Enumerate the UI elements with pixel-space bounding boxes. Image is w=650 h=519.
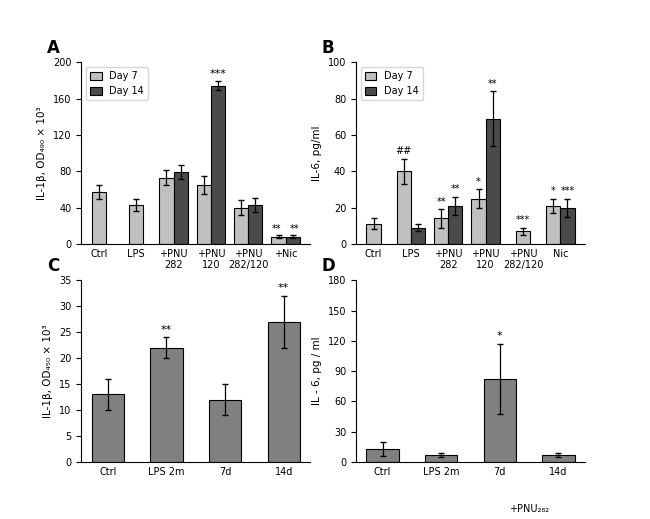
- Bar: [248, 205, 263, 244]
- Text: *: *: [497, 331, 502, 341]
- Bar: [197, 185, 211, 244]
- Y-axis label: IL-6, pg/ml: IL-6, pg/ml: [313, 126, 322, 181]
- Text: **: **: [278, 283, 289, 293]
- Text: B: B: [322, 39, 334, 57]
- Bar: [211, 86, 225, 244]
- Bar: [159, 177, 174, 244]
- Bar: [272, 237, 285, 244]
- Text: ***: ***: [516, 215, 530, 225]
- Bar: [546, 206, 560, 244]
- Bar: [471, 198, 486, 244]
- Bar: [425, 455, 458, 462]
- Bar: [542, 455, 575, 462]
- Bar: [484, 379, 516, 462]
- Bar: [234, 208, 248, 244]
- Bar: [174, 172, 188, 244]
- Bar: [448, 206, 463, 244]
- Bar: [268, 322, 300, 462]
- Bar: [560, 208, 575, 244]
- Text: D: D: [322, 257, 335, 275]
- Bar: [434, 218, 448, 244]
- Bar: [129, 205, 143, 244]
- Text: **: **: [290, 224, 300, 234]
- Y-axis label: IL-1β, OD₄₉₀ × 10³: IL-1β, OD₄₉₀ × 10³: [38, 106, 47, 200]
- Bar: [285, 237, 300, 244]
- Bar: [367, 224, 381, 244]
- Legend: Day 7, Day 14: Day 7, Day 14: [86, 67, 148, 100]
- Bar: [92, 192, 106, 244]
- Text: **: **: [436, 197, 446, 207]
- Bar: [516, 231, 530, 244]
- Text: ***: ***: [560, 186, 575, 196]
- Text: **: **: [272, 224, 281, 234]
- Text: +PNU₂₈₂: +PNU₂₈₂: [509, 504, 549, 514]
- Bar: [411, 227, 425, 244]
- Text: **: **: [161, 325, 172, 335]
- Text: **: **: [450, 184, 460, 194]
- Text: ***: ***: [209, 69, 226, 78]
- Legend: Day 7, Day 14: Day 7, Day 14: [361, 67, 423, 100]
- Text: **: **: [488, 78, 497, 89]
- Bar: [396, 171, 411, 244]
- Text: *: *: [551, 186, 556, 196]
- Bar: [92, 394, 124, 462]
- Bar: [209, 400, 241, 462]
- Bar: [150, 348, 183, 462]
- Text: *: *: [476, 176, 481, 187]
- Bar: [367, 449, 398, 462]
- Text: A: A: [47, 39, 60, 57]
- Text: ##: ##: [396, 146, 412, 156]
- Text: C: C: [47, 257, 59, 275]
- Y-axis label: IL - 6, pg / ml: IL - 6, pg / ml: [312, 337, 322, 405]
- Bar: [486, 119, 500, 244]
- Y-axis label: IL-1β, OD₄₅₀ × 10³: IL-1β, OD₄₅₀ × 10³: [44, 324, 53, 418]
